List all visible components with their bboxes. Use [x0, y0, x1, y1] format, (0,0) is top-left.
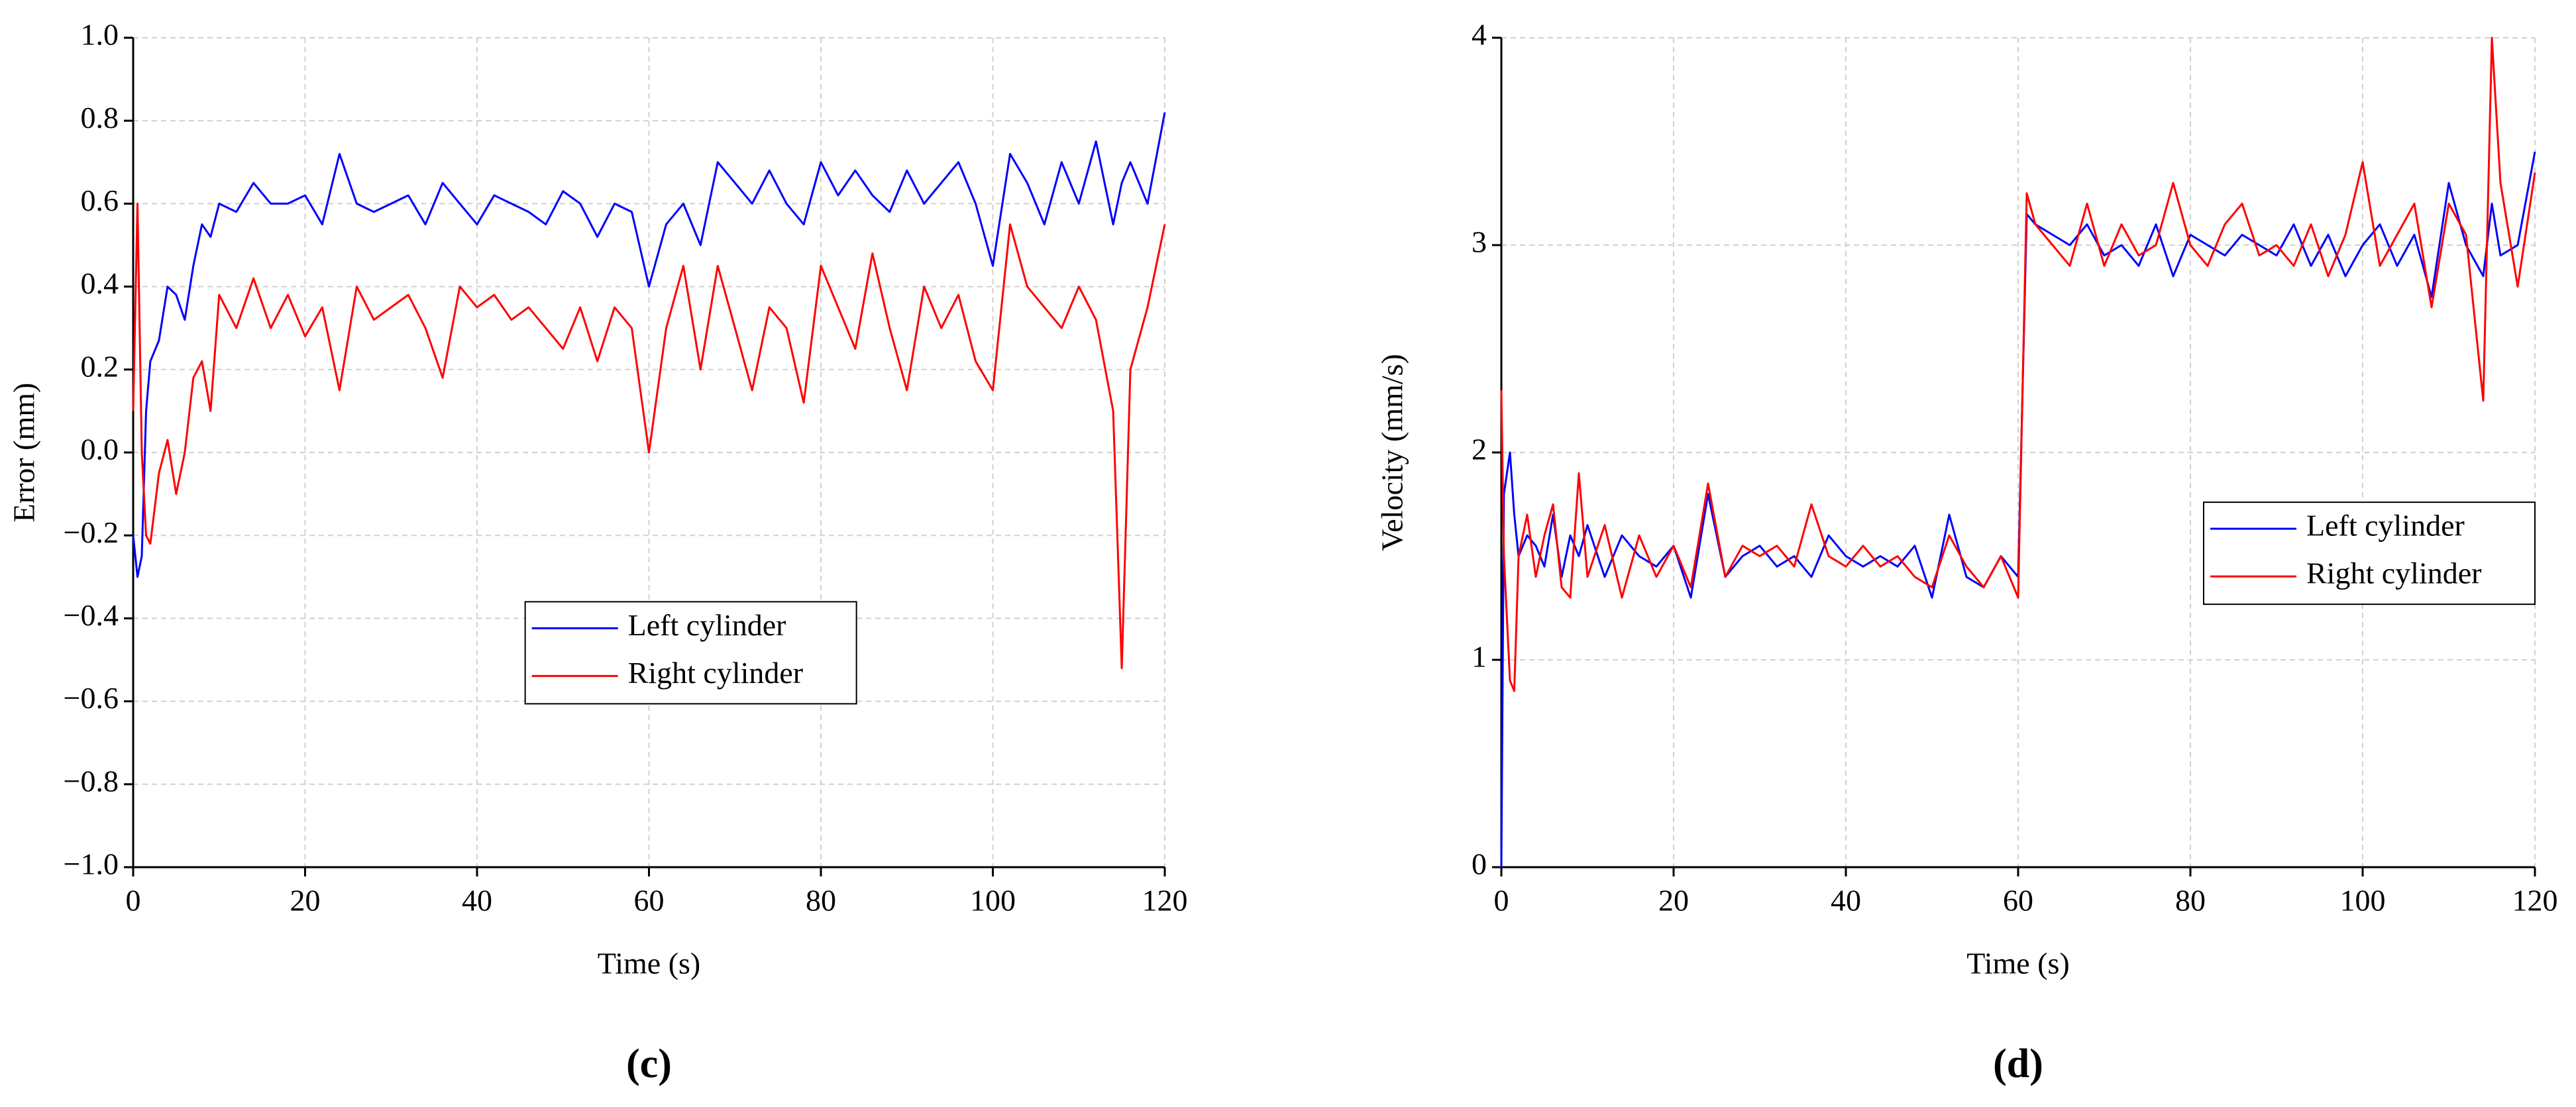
y-tick-label: −0.2	[64, 515, 119, 549]
x-tick-label: 120	[2512, 884, 2558, 918]
legend-box	[524, 601, 857, 705]
series-line	[132, 202, 1166, 669]
y-tick-label: 2	[1472, 433, 1487, 466]
x-tick-label: 100	[2340, 884, 2386, 918]
legend-label: Right cylinder	[2306, 556, 2481, 590]
legend-box	[2203, 501, 2536, 606]
y-tick-label: 0.6	[81, 184, 119, 217]
y-tick-label: 4	[1472, 18, 1487, 52]
series-line	[132, 112, 1166, 578]
x-tick-label: 20	[290, 884, 321, 918]
x-tick-label: 0	[126, 884, 141, 918]
y-tick-label: 0.0	[81, 433, 119, 466]
legend-label: Left cylinder	[628, 608, 786, 642]
x-tick-label: 100	[970, 884, 1016, 918]
y-tick-label: 1.0	[81, 18, 119, 52]
y-tick-label: −0.4	[64, 598, 119, 632]
x-tick-label: 0	[1494, 884, 1509, 918]
y-tick-label: −0.6	[64, 681, 119, 715]
y-tick-label: 3	[1472, 225, 1487, 259]
legend: Left cylinder Right cylinder	[2203, 501, 2536, 606]
y-tick-label: 0.8	[81, 101, 119, 134]
panel-label: (d)	[1993, 1041, 2043, 1086]
y-axis-label: Error (mm)	[7, 383, 41, 523]
y-tick-label: 0.4	[81, 266, 119, 300]
y-tick-label: −0.8	[64, 764, 119, 798]
legend: Left cylinder Right cylinder	[524, 601, 857, 705]
chart-panel: −1.0 −0.8 −0.6 −0.4 −0.2 0.0 0.2 0.4 0.6 0.8 1.0 0 2…	[7, 18, 1188, 1087]
x-tick-label: 60	[634, 884, 665, 918]
series-line	[1500, 36, 2536, 692]
x-tick-label: 120	[1142, 884, 1188, 918]
panel-label: (c)	[626, 1041, 672, 1086]
x-tick-label: 40	[1831, 884, 1861, 918]
legend-label: Left cylinder	[2306, 509, 2465, 543]
x-axis-label: Time (s)	[1966, 947, 2070, 980]
x-tick-label: 60	[2003, 884, 2033, 918]
x-axis-label: Time (s)	[598, 947, 701, 980]
x-tick-label: 40	[462, 884, 492, 918]
y-tick-label: −1.0	[64, 847, 119, 881]
y-tick-label: 0	[1472, 847, 1487, 881]
x-tick-label: 80	[806, 884, 836, 918]
y-tick-label: 0.2	[81, 349, 119, 383]
x-tick-label: 20	[1658, 884, 1689, 918]
legend-label: Right cylinder	[628, 656, 803, 690]
y-tick-label: 1	[1472, 640, 1487, 674]
y-axis-label: Velocity (mm/s)	[1375, 354, 1409, 551]
x-tick-label: 80	[2175, 884, 2206, 918]
